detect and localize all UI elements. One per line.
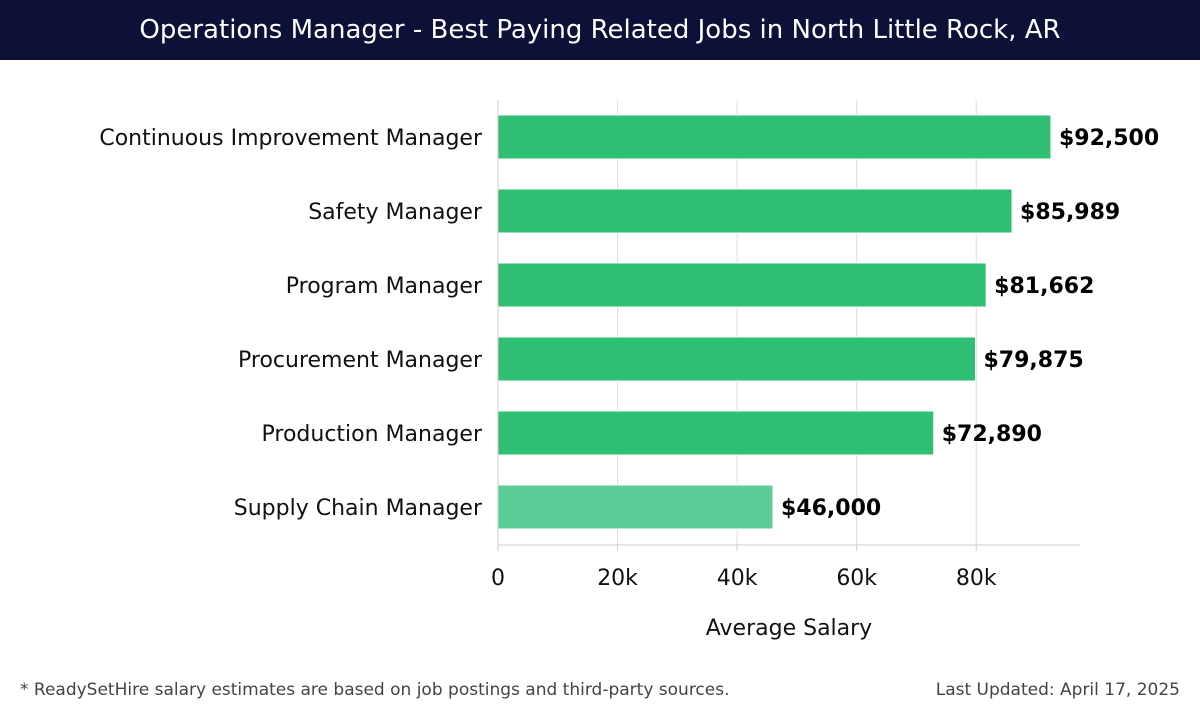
category-label: Continuous Improvement Manager bbox=[99, 126, 483, 151]
bar-chart: Continuous Improvement Manager $92,500 Saf… bbox=[99, 100, 1159, 641]
x-tick-label: 80k bbox=[956, 566, 997, 591]
chart-title: Operations Manager - Best Paying Related… bbox=[139, 15, 1061, 45]
value-label: $81,662 bbox=[994, 274, 1094, 299]
category-label: Safety Manager bbox=[308, 200, 483, 225]
footnote: * ReadySetHire salary estimates are base… bbox=[20, 680, 730, 700]
value-label: $92,500 bbox=[1059, 126, 1159, 151]
bar bbox=[497, 114, 1052, 160]
chart-title-bar: Operations Manager - Best Paying Related… bbox=[0, 0, 1200, 60]
value-label: $79,875 bbox=[983, 348, 1083, 373]
last-updated: Last Updated: April 17, 2025 bbox=[935, 680, 1180, 700]
bar bbox=[497, 262, 987, 308]
x-axis-title: Average Salary bbox=[706, 616, 872, 641]
x-tick-label: 40k bbox=[717, 566, 758, 591]
value-label: $85,989 bbox=[1020, 200, 1120, 225]
category-label: Production Manager bbox=[262, 422, 483, 447]
category-label: Program Manager bbox=[286, 274, 483, 299]
x-tick-label: 60k bbox=[836, 566, 877, 591]
value-label: $72,890 bbox=[942, 422, 1042, 447]
x-tick-label: 20k bbox=[597, 566, 638, 591]
category-label: Procurement Manager bbox=[238, 348, 483, 373]
value-label: $46,000 bbox=[781, 496, 881, 521]
bar bbox=[497, 336, 976, 382]
bar bbox=[497, 484, 774, 530]
bar bbox=[497, 410, 935, 456]
bar bbox=[497, 188, 1013, 234]
x-tick-label: 0 bbox=[491, 566, 505, 591]
category-label: Supply Chain Manager bbox=[234, 496, 483, 521]
